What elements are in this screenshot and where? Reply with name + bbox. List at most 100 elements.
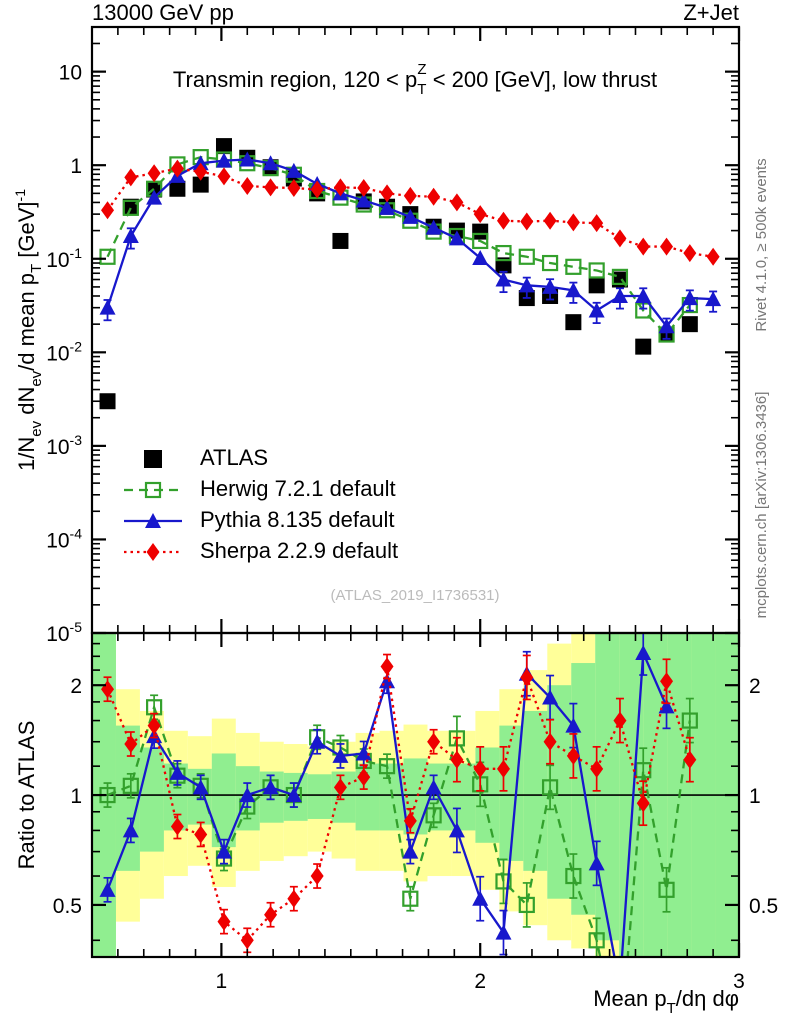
marker-square-open xyxy=(588,262,605,279)
marker-square-open xyxy=(472,232,489,250)
marker-triangle-filled xyxy=(99,299,116,315)
marker-diamond-filled xyxy=(450,750,464,769)
ratio-band-inner xyxy=(307,774,332,819)
marker-square-filled xyxy=(122,198,139,215)
process-label: Z+Jet xyxy=(683,0,739,25)
marker-triangle-filled xyxy=(379,199,396,215)
marker-square-filled xyxy=(332,232,349,249)
marker-triangle-filled xyxy=(448,230,465,246)
ratio-band-inner xyxy=(595,633,620,941)
ratio-band-inner xyxy=(139,747,164,852)
legend-label: Sherpa 2.2.9 default xyxy=(200,538,398,563)
marker-triangle-filled xyxy=(145,513,161,528)
xtick-label: 1 xyxy=(216,970,228,993)
xaxis-label: Mean pT/dη dφ xyxy=(593,986,739,1017)
marker-square-open xyxy=(541,254,559,272)
marker-square-filled xyxy=(144,450,162,468)
marker-square-open xyxy=(635,762,652,779)
marker-diamond-filled xyxy=(194,825,208,844)
ratio-band-inner xyxy=(331,771,356,823)
marker-triangle-filled xyxy=(658,698,675,714)
marker-triangle-filled xyxy=(705,291,722,307)
marker-diamond-filled xyxy=(566,746,580,765)
legend-item-herwig[interactable]: Herwig 7.2.1 default xyxy=(124,476,396,501)
ratio-panel-frame xyxy=(90,631,741,959)
marker-square-filled xyxy=(635,338,652,355)
marker-diamond-filled xyxy=(147,716,161,735)
marker-triangle-filled xyxy=(262,155,279,171)
marker-square-open xyxy=(518,248,535,265)
marker-triangle-filled xyxy=(681,290,698,306)
ratio-series-group xyxy=(99,633,698,957)
main-ytick-label: 10-2 xyxy=(46,338,82,365)
main-ylabel: 1/Nev dNev/d mean pT [GeV]-1 xyxy=(12,189,45,471)
marker-triangle-filled xyxy=(309,733,326,749)
marker-triangle-filled xyxy=(448,822,465,838)
marker-triangle-filled xyxy=(635,287,652,303)
marker-triangle-filled xyxy=(425,219,442,235)
marker-diamond-filled xyxy=(706,247,720,266)
ratio-ytick-label: 2 xyxy=(70,675,82,698)
marker-square-open xyxy=(425,807,442,824)
marker-triangle-filled xyxy=(99,881,116,897)
marker-triangle-filled xyxy=(239,787,256,803)
marker-diamond-filled xyxy=(310,867,324,886)
marker-square-filled xyxy=(495,257,512,274)
marker-diamond-filled xyxy=(124,168,138,187)
marker-diamond-filled xyxy=(310,180,324,199)
marker-square-open xyxy=(495,244,512,262)
main-series-group xyxy=(99,138,722,410)
analysis-id-watermark: (ATLAS_2019_I1736531) xyxy=(330,587,499,604)
marker-triangle-filled xyxy=(472,890,489,906)
marker-triangle-filled xyxy=(402,208,419,224)
marker-diamond-filled xyxy=(217,912,231,931)
legend-label: Herwig 7.2.1 default xyxy=(200,476,396,501)
xtick-label: 2 xyxy=(474,970,486,993)
marker-diamond-filled xyxy=(496,211,510,230)
legend: ATLAS Herwig 7.2.1 default Pythia 8.135 de… xyxy=(124,445,398,563)
ratio-series-pythia xyxy=(99,633,675,957)
marker-square-open xyxy=(658,881,675,898)
marker-diamond-filled xyxy=(357,179,371,198)
marker-triangle-filled xyxy=(565,282,582,298)
marker-triangle-filled xyxy=(122,822,139,838)
marker-square-open xyxy=(681,712,698,729)
marker-square-open xyxy=(565,867,582,885)
main-ytick-label: 10-3 xyxy=(46,432,82,459)
marker-triangle-filled xyxy=(565,717,582,733)
marker-diamond-filled xyxy=(636,237,650,256)
marker-triangle-filled xyxy=(542,689,559,705)
marker-diamond-filled xyxy=(264,178,278,197)
marker-triangle-filled xyxy=(518,277,535,293)
ratio-ytick-label-right: 1 xyxy=(749,785,761,808)
svg-text:13000 GeV pp: 13000 GeV pp xyxy=(92,0,234,25)
marker-triangle-filled xyxy=(355,745,372,761)
marker-diamond-filled xyxy=(543,211,557,230)
marker-diamond-filled xyxy=(170,159,184,178)
series-sherpa xyxy=(101,159,720,266)
marker-diamond-filled xyxy=(473,759,487,778)
marker-square-open xyxy=(588,932,605,949)
marker-square-filled xyxy=(472,223,489,240)
marker-diamond-filled xyxy=(683,750,697,769)
marker-diamond-filled xyxy=(147,164,161,183)
marker-diamond-filled xyxy=(217,167,231,186)
legend-item-sherpa[interactable]: Sherpa 2.2.9 default xyxy=(124,538,398,563)
marker-diamond-filled xyxy=(566,213,580,232)
marker-square-open xyxy=(99,248,116,265)
marker-diamond-filled xyxy=(333,178,347,197)
marker-diamond-filled xyxy=(357,768,371,787)
marker-triangle-filled xyxy=(425,779,442,795)
marker-triangle-filled xyxy=(542,278,559,294)
legend-item-atlas[interactable]: ATLAS xyxy=(144,445,268,470)
marker-diamond-filled xyxy=(403,186,417,205)
marker-diamond-filled xyxy=(287,889,301,908)
marker-square-open xyxy=(122,199,139,216)
main-ytick-label: 1 xyxy=(70,155,82,178)
marker-diamond-filled xyxy=(194,162,208,181)
marker-diamond-filled xyxy=(240,931,254,950)
legend-item-pythia[interactable]: Pythia 8.135 default xyxy=(124,507,394,532)
marker-triangle-filled xyxy=(239,151,256,167)
ratio-series-sherpa xyxy=(101,653,697,954)
